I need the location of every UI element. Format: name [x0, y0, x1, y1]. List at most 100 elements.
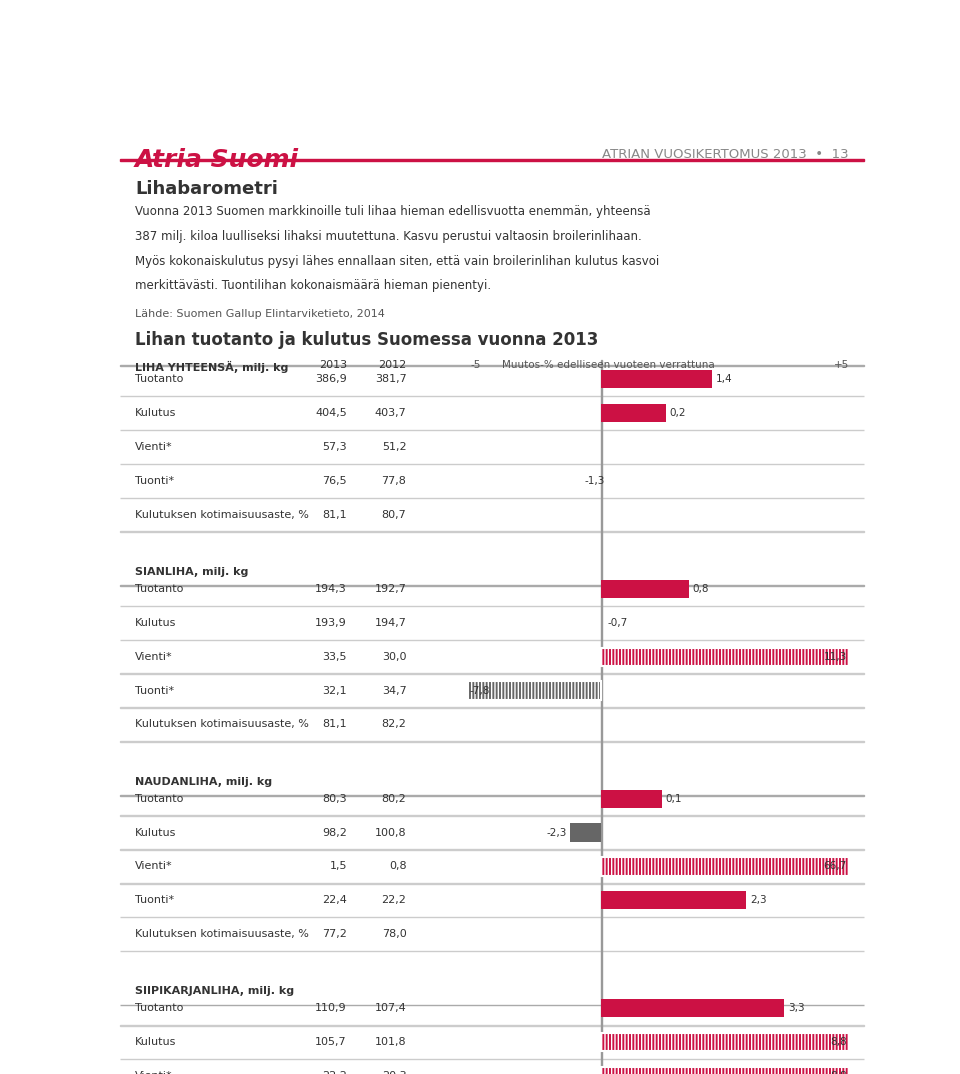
- Bar: [601, 369, 711, 388]
- Text: Kulutus: Kulutus: [134, 618, 177, 627]
- Bar: [601, 648, 849, 666]
- Text: 34,7: 34,7: [382, 685, 406, 696]
- Text: 57,3: 57,3: [323, 441, 347, 452]
- Text: 110,9: 110,9: [315, 1003, 347, 1014]
- Text: 22,2: 22,2: [381, 896, 406, 905]
- Text: 8,8: 8,8: [830, 1037, 847, 1047]
- Text: Tuotanto: Tuotanto: [134, 584, 183, 594]
- Text: 387 milj. kiloa luulliseksi lihaksi muutettuna. Kasvu perustui valtaosin broiler: 387 milj. kiloa luulliseksi lihaksi muut…: [134, 230, 641, 243]
- Text: Tuotanto: Tuotanto: [134, 374, 183, 384]
- Text: 100,8: 100,8: [374, 827, 406, 838]
- Text: 192,7: 192,7: [374, 584, 406, 594]
- Bar: [601, 580, 689, 598]
- Text: Kulutuksen kotimaisuusaste, %: Kulutuksen kotimaisuusaste, %: [134, 929, 309, 940]
- Text: Tuotanto: Tuotanto: [134, 1003, 183, 1014]
- Text: 30,0: 30,0: [382, 652, 406, 662]
- Text: 403,7: 403,7: [374, 408, 406, 418]
- Text: 0,2: 0,2: [670, 408, 686, 418]
- Text: Lihan tuotanto ja kulutus Suomessa vuonna 2013: Lihan tuotanto ja kulutus Suomessa vuonn…: [134, 332, 598, 349]
- Text: 2012: 2012: [378, 361, 406, 371]
- Text: -5: -5: [470, 361, 481, 371]
- Text: 0,1: 0,1: [666, 794, 683, 803]
- Text: Tuonti*: Tuonti*: [134, 685, 174, 696]
- Bar: [601, 1068, 849, 1074]
- Text: Tuotanto: Tuotanto: [134, 794, 183, 803]
- Text: Tuonti*: Tuonti*: [134, 476, 174, 485]
- Text: 107,4: 107,4: [374, 1003, 406, 1014]
- Text: 33,5: 33,5: [323, 652, 347, 662]
- Text: 0,8: 0,8: [692, 584, 709, 594]
- Text: 3,3: 3,3: [788, 1003, 804, 1014]
- Text: 82,2: 82,2: [381, 720, 406, 729]
- Text: 81,1: 81,1: [323, 720, 347, 729]
- Text: 80,3: 80,3: [323, 794, 347, 803]
- Text: +5: +5: [834, 361, 849, 371]
- Text: Atria Suomi: Atria Suomi: [134, 148, 299, 172]
- Text: 2,3: 2,3: [750, 896, 766, 905]
- Bar: [601, 789, 662, 808]
- Text: 404,5: 404,5: [315, 408, 347, 418]
- Text: LIHA YHTEENSÄ, milj. kg: LIHA YHTEENSÄ, milj. kg: [134, 361, 288, 373]
- Text: 105,7: 105,7: [315, 1037, 347, 1047]
- Text: 1,5: 1,5: [329, 861, 347, 871]
- Text: Vienti*: Vienti*: [134, 861, 173, 871]
- Bar: [601, 891, 746, 910]
- Text: 1,4: 1,4: [715, 374, 732, 384]
- Bar: [601, 1033, 849, 1051]
- Text: Lihabarometri: Lihabarometri: [134, 180, 277, 198]
- Text: 11,3: 11,3: [824, 652, 847, 662]
- Text: Muutos-% edelliseen vuoteen verrattuna: Muutos-% edelliseen vuoteen verrattuna: [502, 361, 715, 371]
- Text: 78,0: 78,0: [382, 929, 406, 940]
- Text: 0,8: 0,8: [389, 861, 406, 871]
- Text: 80,7: 80,7: [382, 510, 406, 520]
- Text: 76,5: 76,5: [323, 476, 347, 485]
- Text: -0,7: -0,7: [608, 618, 628, 627]
- Text: merkittävästi. Tuontilihan kokonaismäärä hieman pienentyi.: merkittävästi. Tuontilihan kokonaismäärä…: [134, 279, 491, 292]
- Text: Kulutuksen kotimaisuusaste, %: Kulutuksen kotimaisuusaste, %: [134, 720, 309, 729]
- Text: Vienti*: Vienti*: [134, 652, 173, 662]
- Text: 20,3: 20,3: [382, 1071, 406, 1074]
- Bar: [601, 648, 849, 666]
- Text: 22,4: 22,4: [322, 896, 347, 905]
- Text: 194,3: 194,3: [315, 584, 347, 594]
- Text: 32,1: 32,1: [323, 685, 347, 696]
- Text: 8,8: 8,8: [830, 1071, 847, 1074]
- Bar: [570, 824, 601, 842]
- Text: 22,2: 22,2: [322, 1071, 347, 1074]
- Text: Kulutus: Kulutus: [134, 1037, 177, 1047]
- Text: 77,8: 77,8: [381, 476, 406, 485]
- Text: ATRIAN VUOSIKERTOMUS 2013  •  13: ATRIAN VUOSIKERTOMUS 2013 • 13: [603, 148, 849, 161]
- Bar: [601, 1033, 849, 1051]
- Bar: [120, 159, 864, 161]
- Text: 51,2: 51,2: [382, 441, 406, 452]
- Bar: [601, 857, 849, 875]
- Bar: [601, 857, 849, 875]
- Text: Myös kokonaiskulutus pysyi lähes ennallaan siten, että vain broilerinlihan kulut: Myös kokonaiskulutus pysyi lähes ennalla…: [134, 255, 660, 267]
- Text: Lähde: Suomen Gallup Elintarviketieto, 2014: Lähde: Suomen Gallup Elintarviketieto, 2…: [134, 309, 385, 319]
- Text: Vienti*: Vienti*: [134, 441, 173, 452]
- Text: 66,7: 66,7: [824, 861, 847, 871]
- Text: 381,7: 381,7: [374, 374, 406, 384]
- Text: 386,9: 386,9: [315, 374, 347, 384]
- Bar: [601, 999, 784, 1017]
- Text: 193,9: 193,9: [315, 618, 347, 627]
- Bar: [601, 404, 666, 422]
- Text: Kulutuksen kotimaisuusaste, %: Kulutuksen kotimaisuusaste, %: [134, 510, 309, 520]
- Text: 77,2: 77,2: [322, 929, 347, 940]
- Text: SIANLIHA, milj. kg: SIANLIHA, milj. kg: [134, 567, 249, 577]
- Text: NAUDANLIHA, milj. kg: NAUDANLIHA, milj. kg: [134, 777, 272, 786]
- Bar: [601, 1068, 849, 1074]
- Bar: [468, 682, 601, 699]
- Bar: [468, 682, 601, 699]
- Text: 194,7: 194,7: [374, 618, 406, 627]
- Text: 98,2: 98,2: [322, 827, 347, 838]
- Text: Kulutus: Kulutus: [134, 827, 177, 838]
- Text: -2,3: -2,3: [546, 827, 566, 838]
- Text: 2013: 2013: [319, 361, 347, 371]
- Text: 81,1: 81,1: [323, 510, 347, 520]
- Text: Vuonna 2013 Suomen markkinoille tuli lihaa hieman edellisvuotta enemmän, yhteens: Vuonna 2013 Suomen markkinoille tuli lih…: [134, 205, 651, 218]
- Text: Tuonti*: Tuonti*: [134, 896, 174, 905]
- Text: SIIPIKARJANLIHA, milj. kg: SIIPIKARJANLIHA, milj. kg: [134, 986, 294, 997]
- Text: Vienti*: Vienti*: [134, 1071, 173, 1074]
- Text: -7,8: -7,8: [469, 685, 490, 696]
